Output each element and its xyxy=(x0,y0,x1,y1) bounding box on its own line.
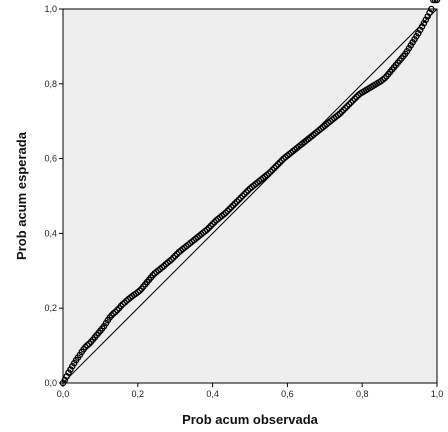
x-tick-label: 1,0 xyxy=(431,389,444,399)
y-tick-label: 0,0 xyxy=(44,378,57,388)
reference-line xyxy=(62,8,438,384)
x-tick-label: 0,4 xyxy=(206,389,219,399)
y-tick-label: 0,8 xyxy=(44,79,57,89)
data-points xyxy=(59,0,441,387)
x-axis-title: Prob acum observada xyxy=(182,412,319,427)
x-tick-label: 0,6 xyxy=(281,389,294,399)
x-tick-label: 0,2 xyxy=(132,389,145,399)
y-tick-label: 0,2 xyxy=(44,303,57,313)
data-point xyxy=(428,5,435,13)
y-tick-label: 1,0 xyxy=(44,4,57,14)
y-axis: 0,0 0,2 0,4 0,6 0,8 1,0 xyxy=(44,4,63,388)
y-tick-label: 0,6 xyxy=(44,154,57,164)
x-axis: 0,0 0,2 0,4 0,6 0,8 1,0 xyxy=(57,383,444,399)
y-axis-title: Prob acum esperada xyxy=(14,131,29,260)
y-tick-label: 0,4 xyxy=(44,228,57,238)
x-tick-label: 0,8 xyxy=(356,389,369,399)
x-tick-label: 0,0 xyxy=(57,389,70,399)
data-point xyxy=(433,0,441,4)
